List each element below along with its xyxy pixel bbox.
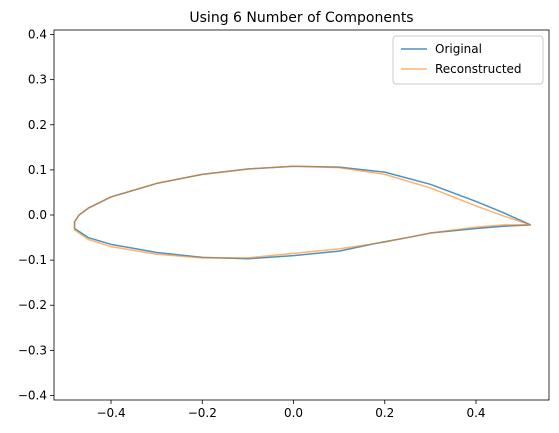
x-tick-label: 0.4 (466, 406, 485, 420)
chart-title: Using 6 Number of Components (189, 10, 413, 26)
y-tick-label: 0.1 (28, 163, 47, 177)
series-line-reconstructed (75, 166, 531, 258)
y-tick-label: 0.0 (28, 208, 47, 222)
legend: Original Reconstructed (393, 36, 543, 84)
series-line-original (75, 166, 531, 258)
legend-label: Original (435, 42, 482, 56)
series-layer (75, 166, 531, 258)
axes-layer: −0.4 −0.2 0.0 0.2 0.4 −0.4 −0.3 −0.2 −0.1 0.0 0.1 0… (18, 28, 486, 420)
x-tick-label: −0.4 (96, 406, 125, 420)
x-tick-label: 0.2 (375, 406, 394, 420)
legend-label: Reconstructed (435, 62, 522, 76)
plot-frame (54, 30, 549, 400)
x-tick-label: −0.2 (188, 406, 217, 420)
y-tick-label: 0.2 (28, 118, 47, 132)
y-tick-label: −0.2 (18, 298, 47, 312)
y-tick-label: −0.3 (18, 343, 47, 357)
y-tick-label: 0.4 (28, 28, 47, 42)
x-tick-label: 0.0 (284, 406, 303, 420)
y-tick-label: −0.4 (18, 388, 47, 402)
y-tick-label: −0.1 (18, 253, 47, 267)
y-tick-label: 0.3 (28, 73, 47, 87)
